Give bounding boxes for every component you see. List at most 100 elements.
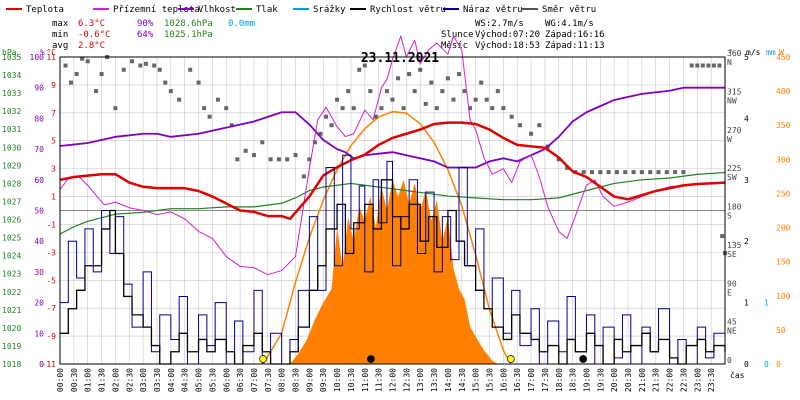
wind-direction-point bbox=[639, 170, 644, 175]
wind-direction-series bbox=[63, 55, 727, 256]
wind-direction-point bbox=[445, 76, 450, 81]
wind-direction-point bbox=[440, 89, 445, 94]
legend-label: Přízemní teplota bbox=[113, 5, 200, 15]
wind-direction-point bbox=[689, 63, 694, 68]
wind-direction-point bbox=[565, 165, 570, 170]
direction-label: W bbox=[727, 135, 732, 144]
wind-direction-point bbox=[623, 170, 628, 175]
time-tick: 20:30 bbox=[624, 368, 633, 392]
wind-gust-line bbox=[60, 154, 726, 365]
wind-direction-point bbox=[706, 63, 711, 68]
time-tick: 10:30 bbox=[347, 368, 356, 392]
time-tick: 08:30 bbox=[292, 368, 301, 392]
wind-direction-point bbox=[473, 97, 478, 102]
pressure-tick: 1034 bbox=[2, 71, 21, 80]
time-tick: 14:30 bbox=[458, 368, 467, 392]
moonrise-time: Východ:18:53 bbox=[475, 41, 540, 51]
legend-label: Směr větru bbox=[542, 5, 596, 15]
wind-direction-point bbox=[285, 157, 290, 162]
wind-direction-point bbox=[423, 101, 428, 106]
time-tick: 22:00 bbox=[666, 368, 675, 392]
solar-tick: 450 bbox=[776, 53, 791, 62]
stat-min-hum: 64% bbox=[137, 30, 154, 40]
wind-direction-point bbox=[368, 89, 373, 94]
time-tick: 15:30 bbox=[485, 368, 494, 392]
humidity-tick: 10 bbox=[34, 329, 44, 338]
time-tick: 04:00 bbox=[167, 368, 176, 392]
wind-direction-point bbox=[401, 106, 406, 111]
sun-label: Slunce bbox=[441, 30, 474, 40]
wind-direction-point bbox=[412, 89, 417, 94]
wind-direction-point bbox=[329, 123, 334, 128]
time-tick: 22:30 bbox=[679, 368, 688, 392]
stat-min-label: min bbox=[52, 30, 68, 40]
wind-sun-moon-info: WS:2.7m/s WG:4.1m/s Slunce Východ:07:20 … bbox=[441, 19, 605, 51]
time-tick: 23:00 bbox=[693, 368, 702, 392]
time-tick: 06:00 bbox=[222, 368, 231, 392]
time-tick: 18:00 bbox=[555, 368, 564, 392]
direction-tick: 360 bbox=[727, 49, 742, 58]
stat-max-label: max bbox=[52, 19, 69, 29]
direction-label: NW bbox=[727, 96, 737, 105]
pressure-tick: 1018 bbox=[2, 360, 21, 369]
wind-tick: 1 bbox=[744, 299, 749, 308]
solar-radiation bbox=[262, 110, 512, 365]
wind-direction-point bbox=[63, 63, 68, 68]
time-tick: 04:30 bbox=[181, 368, 190, 392]
time-tick: 00:30 bbox=[70, 368, 79, 392]
wind-direction-point bbox=[429, 80, 434, 85]
direction-tick: 270 bbox=[727, 126, 742, 135]
wind-direction-point bbox=[138, 63, 143, 68]
time-tick: 12:00 bbox=[389, 368, 398, 392]
solar-tick: 0 bbox=[776, 360, 781, 369]
humidity-tick: 100 bbox=[30, 53, 45, 62]
stats-panel: max 6.3°C 90% 1028.6hPa 0.0mm min -0.6°C… bbox=[52, 19, 255, 51]
time-tick: 14:00 bbox=[444, 368, 453, 392]
temperature-tick: -1 bbox=[46, 220, 56, 229]
wind-direction-point bbox=[177, 97, 182, 102]
time-tick: 12:30 bbox=[402, 368, 411, 392]
temperature-tick: 11 bbox=[46, 53, 56, 62]
direction-tick: 90 bbox=[727, 279, 737, 288]
time-tick: 13:00 bbox=[416, 368, 425, 392]
time-tick: 19:00 bbox=[582, 368, 591, 392]
solar-tick: 100 bbox=[776, 292, 791, 301]
time-tick: 15:00 bbox=[472, 368, 481, 392]
wind-direction-point bbox=[673, 170, 678, 175]
pressure-tick: 1035 bbox=[2, 53, 21, 62]
wind-direction-point bbox=[384, 89, 389, 94]
solar-tick: 200 bbox=[776, 224, 791, 233]
wind-direction-point bbox=[517, 123, 522, 128]
time-tick: 05:30 bbox=[208, 368, 217, 392]
plot-frame bbox=[59, 56, 726, 365]
wind-direction-point bbox=[373, 114, 378, 119]
humidity-tick: 20 bbox=[34, 299, 44, 308]
wind-tick: 5 bbox=[744, 53, 749, 62]
time-tick: 01:30 bbox=[98, 368, 107, 392]
wind-direction-point bbox=[681, 170, 686, 175]
wind-direction-point bbox=[251, 153, 256, 158]
wind-direction-point bbox=[312, 140, 317, 145]
wind-direction-point bbox=[379, 106, 384, 111]
wind-direction-point bbox=[396, 76, 401, 81]
legend-label: Srážky bbox=[313, 5, 346, 15]
wind-direction-point bbox=[700, 63, 705, 68]
direction-tick: 315 bbox=[727, 87, 742, 96]
time-tick: 16:00 bbox=[499, 368, 508, 392]
time-tick: 09:00 bbox=[305, 368, 314, 392]
direction-label: SE bbox=[727, 250, 737, 259]
wind-direction-point bbox=[293, 153, 298, 158]
stat-min-press: 1025.1hPa bbox=[164, 30, 213, 40]
wind-direction-point bbox=[351, 106, 356, 111]
wind-tick: 3 bbox=[744, 176, 749, 185]
solar-tick: 250 bbox=[776, 189, 791, 198]
wind-direction-point bbox=[188, 67, 193, 72]
time-tick: 05:00 bbox=[195, 368, 204, 392]
ground-temperature-line bbox=[59, 35, 726, 276]
wind-direction-point bbox=[152, 63, 157, 68]
pressure-tick: 1032 bbox=[2, 107, 21, 116]
wind-direction-point bbox=[235, 157, 240, 162]
legend-label: Vlhkost bbox=[198, 5, 236, 15]
wind-direction-point bbox=[307, 157, 312, 162]
